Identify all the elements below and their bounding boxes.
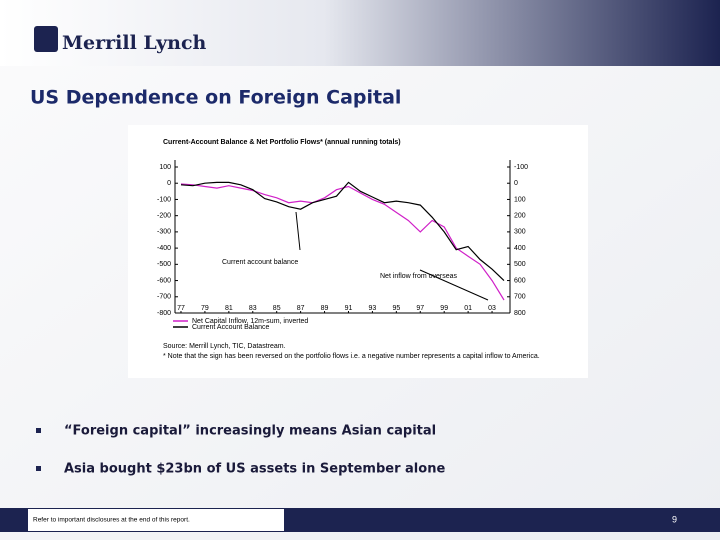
slide-title: US Dependence on Foreign Capital xyxy=(30,87,401,109)
x-tick-label: 83 xyxy=(249,305,257,312)
bullet-text: “Foreign capital” increasingly means Asi… xyxy=(64,424,436,439)
y2-tick-label: 300 xyxy=(514,229,526,236)
x-tick-label: 01 xyxy=(464,305,472,312)
x-tick-label: 77 xyxy=(177,305,185,312)
logo-mark xyxy=(34,26,58,52)
y2-tick-label: 700 xyxy=(514,294,526,301)
bullet-marker xyxy=(36,466,41,471)
bullet-marker xyxy=(36,428,41,433)
chart-frame xyxy=(128,125,588,378)
y-tick-label: -200 xyxy=(157,213,171,220)
y-tick-label: -400 xyxy=(157,245,171,252)
y-tick-label: -500 xyxy=(157,261,171,268)
y-tick-label: 100 xyxy=(159,164,171,171)
annotation: Current account balance xyxy=(222,259,298,266)
x-tick-label: 79 xyxy=(201,305,209,312)
x-tick-label: 85 xyxy=(273,305,281,312)
annotation-arrow xyxy=(419,269,489,301)
y2-tick-label: 100 xyxy=(514,196,526,203)
header-band xyxy=(0,0,720,66)
footer-box xyxy=(28,509,284,531)
y2-tick-label: 500 xyxy=(514,261,526,268)
bullet-text: Asia bought $23bn of US assets in Septem… xyxy=(64,462,445,477)
series-line xyxy=(180,181,505,282)
y-tick-label: -100 xyxy=(157,196,171,203)
y2-tick-label: -100 xyxy=(514,164,528,171)
y2-tick-label: 200 xyxy=(514,213,526,220)
chart: Current-Account Balance & Net Portfolio … xyxy=(157,139,540,360)
annotation: Net inflow from overseas xyxy=(380,273,458,280)
series-line xyxy=(180,183,505,301)
legend-label: Current Account Balance xyxy=(192,324,270,331)
chart-title: Current-Account Balance & Net Portfolio … xyxy=(163,139,401,146)
x-tick-label: 89 xyxy=(321,305,329,312)
y2-tick-label: 600 xyxy=(514,277,526,284)
y2-tick-label: 0 xyxy=(514,180,518,187)
annotation-arrow xyxy=(295,211,301,251)
x-tick-label: 97 xyxy=(416,305,424,312)
disclaimer: Refer to important disclosures at the en… xyxy=(33,517,190,524)
x-tick-label: 87 xyxy=(297,305,305,312)
y2-tick-label: 800 xyxy=(514,310,526,317)
chart-source: Source: Merrill Lynch, TIC, Datastream. xyxy=(163,343,286,350)
page-number: 9 xyxy=(672,514,677,524)
x-tick-label: 95 xyxy=(392,305,400,312)
y-tick-label: -600 xyxy=(157,277,171,284)
y-tick-label: 0 xyxy=(167,180,171,187)
y-tick-label: -800 xyxy=(157,310,171,317)
x-tick-label: 81 xyxy=(225,305,233,312)
y-tick-label: -700 xyxy=(157,294,171,301)
y-tick-label: -300 xyxy=(157,229,171,236)
x-tick-label: 93 xyxy=(369,305,377,312)
x-tick-label: 99 xyxy=(440,305,448,312)
legend-label: Net Capital Inflow, 12m-sum, inverted xyxy=(192,318,308,325)
y2-tick-label: 400 xyxy=(514,245,526,252)
logo-text: Merrill Lynch xyxy=(62,32,207,54)
x-tick-label: 03 xyxy=(488,305,496,312)
x-tick-label: 91 xyxy=(345,305,353,312)
chart-note: * Note that the sign has been reversed o… xyxy=(163,353,540,360)
